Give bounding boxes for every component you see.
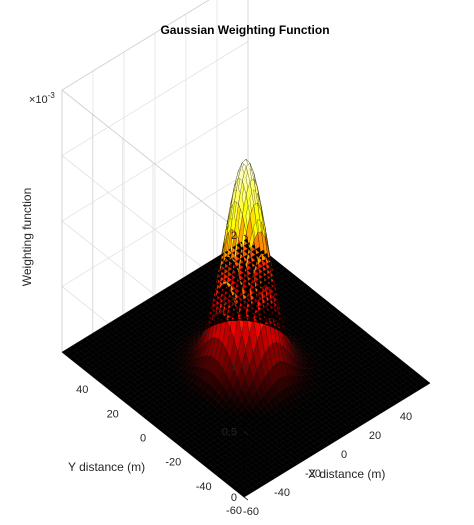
x-tick-label: -60 bbox=[243, 506, 259, 518]
z-axis-exponent-power: -3 bbox=[48, 91, 56, 100]
x-tick-label: -40 bbox=[274, 487, 290, 499]
x-axis-label: X distance (m) bbox=[308, 467, 385, 481]
z-tick-label: 1.5 bbox=[222, 296, 237, 308]
axes-box-edge bbox=[61, 0, 249, 238]
tick-labels: 0 0.5 1 1.5 2 -60 -40 -20 0 20 40 -60 -40 -20 0 20 40 bbox=[76, 230, 412, 518]
y-tick-label: 0 bbox=[140, 433, 146, 445]
y-tick-label: -40 bbox=[196, 481, 212, 493]
z-axis-exponent-base: ×10 bbox=[29, 94, 48, 106]
z-axis-exponent: ×10-3 bbox=[29, 91, 55, 106]
z-tick-label: 0 bbox=[231, 492, 237, 504]
y-tick-label: -20 bbox=[165, 457, 181, 469]
x-tick-label: 40 bbox=[400, 411, 412, 423]
z-tick-label: 0.5 bbox=[222, 427, 237, 439]
z-tick-mark bbox=[243, 365, 249, 370]
y-tick-label: -60 bbox=[226, 505, 242, 517]
y-tick-label: 40 bbox=[76, 384, 88, 396]
z-tick-mark bbox=[243, 496, 249, 501]
z-tick-label: 1 bbox=[231, 361, 237, 373]
z-tick-mark bbox=[243, 234, 249, 239]
z-tick-mark bbox=[243, 300, 249, 304]
y-axis-label: Y distance (m) bbox=[68, 460, 145, 474]
surface-cell bbox=[421, 379, 431, 386]
chart-title: Gaussian Weighting Function bbox=[160, 23, 329, 37]
x-tick-label: -20 bbox=[305, 468, 321, 480]
x-tick-label: 0 bbox=[341, 449, 347, 461]
surface-plot bbox=[61, 158, 431, 498]
z-axis-label: Weighting function bbox=[20, 188, 34, 287]
z-tick-label: 2 bbox=[231, 230, 237, 242]
z-tick-mark bbox=[243, 431, 249, 435]
x-tick-label: 20 bbox=[369, 430, 381, 442]
y-tick-label: 20 bbox=[107, 408, 119, 420]
